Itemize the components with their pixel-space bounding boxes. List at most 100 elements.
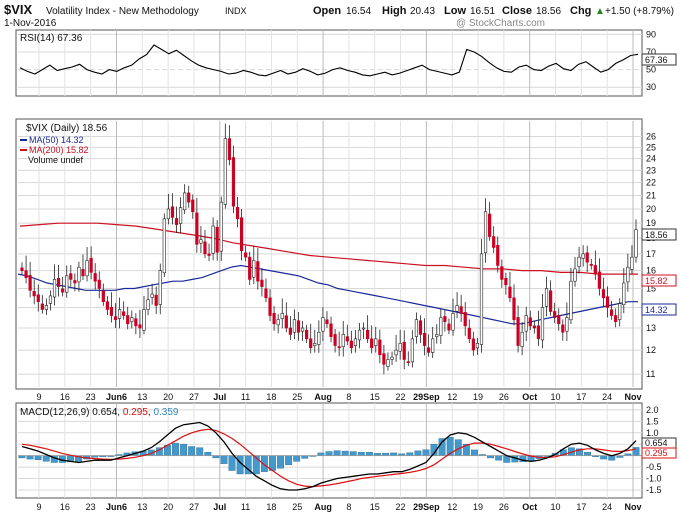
- signal-line: [21, 428, 637, 488]
- high-value: 20.43: [410, 6, 435, 17]
- price-tick-label: 15: [646, 283, 656, 293]
- price-tick-label: 20: [646, 204, 656, 214]
- candle-body: [520, 331, 524, 347]
- candle: [117, 297, 122, 329]
- macd-tag-text: 0.654: [645, 438, 668, 448]
- candlesticks: [20, 123, 638, 375]
- candle: [227, 125, 231, 166]
- x-tick-label: Oct: [522, 392, 537, 402]
- candle: [321, 307, 325, 342]
- x-tick-label-bottom: 17: [576, 502, 586, 512]
- candle-body: [130, 317, 134, 322]
- candle: [475, 337, 480, 355]
- candle: [89, 246, 93, 280]
- x-tick-label-bottom: 20: [163, 502, 173, 512]
- candle: [585, 245, 589, 272]
- candle-body: [553, 311, 557, 318]
- candle: [569, 267, 573, 324]
- candle: [589, 258, 593, 270]
- rsi-panel-frame: [15, 29, 643, 97]
- candle-body: [280, 313, 284, 319]
- macd-histogram-bar: [470, 449, 478, 456]
- candle-body: [345, 336, 349, 342]
- candle-body: [422, 333, 427, 346]
- candle: [370, 325, 374, 354]
- candle-body: [61, 288, 65, 293]
- date-label: 1-Nov-2016: [4, 18, 57, 29]
- macd-histogram-bar: [325, 451, 333, 456]
- x-tick-label-bottom: 18: [266, 502, 276, 512]
- candle: [231, 145, 236, 214]
- legend-ma50: MA(50) 14.32: [29, 135, 84, 145]
- candle-body: [569, 280, 573, 321]
- candle-body: [288, 327, 292, 335]
- candle: [101, 283, 105, 306]
- candle-body: [378, 339, 382, 356]
- x-tick-label: Jul: [213, 392, 226, 402]
- candle-body: [577, 256, 581, 268]
- candle-body: [492, 236, 496, 248]
- macd-histogram-bar: [42, 455, 50, 462]
- candle-body: [585, 252, 589, 263]
- candle-body: [191, 199, 195, 213]
- candle-body: [455, 305, 459, 312]
- candle-body: [394, 349, 398, 356]
- candle-body: [292, 319, 297, 333]
- price-tick-label: 24: [646, 154, 656, 164]
- price-tick-label: 21: [646, 191, 656, 201]
- candle-body: [435, 334, 439, 337]
- candle: [605, 286, 610, 318]
- candle: [593, 250, 597, 280]
- candle: [455, 292, 459, 319]
- candle-body: [219, 201, 223, 252]
- candle-body: [418, 320, 423, 335]
- macd-histogram-bar: [293, 455, 301, 462]
- macd-histogram-bar: [349, 451, 357, 456]
- candle: [203, 229, 207, 259]
- x-tick-label: 24: [602, 392, 612, 402]
- macd-histogram-bar: [365, 452, 373, 456]
- x-tick-label: 25: [292, 392, 302, 402]
- candle: [536, 310, 541, 346]
- candle: [500, 259, 504, 288]
- close-tag-text: 18.56: [645, 230, 668, 240]
- candle: [333, 328, 337, 353]
- candle-body: [614, 315, 618, 322]
- candle-body: [414, 319, 419, 337]
- candle: [178, 197, 183, 234]
- candle-body: [496, 244, 500, 266]
- candle: [93, 263, 97, 290]
- candle: [451, 298, 455, 336]
- rsi-grid: [18, 33, 642, 88]
- candle: [77, 261, 81, 292]
- candle: [215, 220, 219, 261]
- candle-body: [333, 334, 337, 346]
- candle: [382, 344, 386, 375]
- candle-body: [101, 290, 105, 302]
- candle: [597, 258, 602, 296]
- macd-histogram-bar: [172, 442, 179, 456]
- candle-body: [605, 296, 610, 308]
- x-tick-label-bottom: Jul: [213, 502, 226, 512]
- candle: [565, 302, 569, 342]
- candle-body: [248, 256, 252, 280]
- macd-histogram-bar: [632, 447, 640, 456]
- macd-legend-value: 0.654: [92, 407, 117, 418]
- candle-body: [402, 341, 406, 360]
- candle-body: [439, 317, 443, 336]
- x-tick-label: 22: [396, 392, 406, 402]
- candle-body: [203, 241, 207, 255]
- candle-body: [471, 338, 475, 351]
- candle-body: [398, 342, 402, 352]
- candle-body: [321, 317, 325, 332]
- x-tick-label-bottom: 27: [189, 502, 199, 512]
- macd-histogram-bar: [357, 452, 365, 456]
- x-tick-label-bottom: 13: [137, 502, 147, 512]
- macd-histogram-bar: [317, 452, 325, 456]
- macd-legend-prefix: MACD(12,26,9): [20, 407, 89, 418]
- candle: [508, 271, 512, 303]
- candle-body: [463, 312, 467, 327]
- legend-main: $VIX (Daily) 18.56: [26, 123, 108, 134]
- candle-body: [113, 316, 118, 320]
